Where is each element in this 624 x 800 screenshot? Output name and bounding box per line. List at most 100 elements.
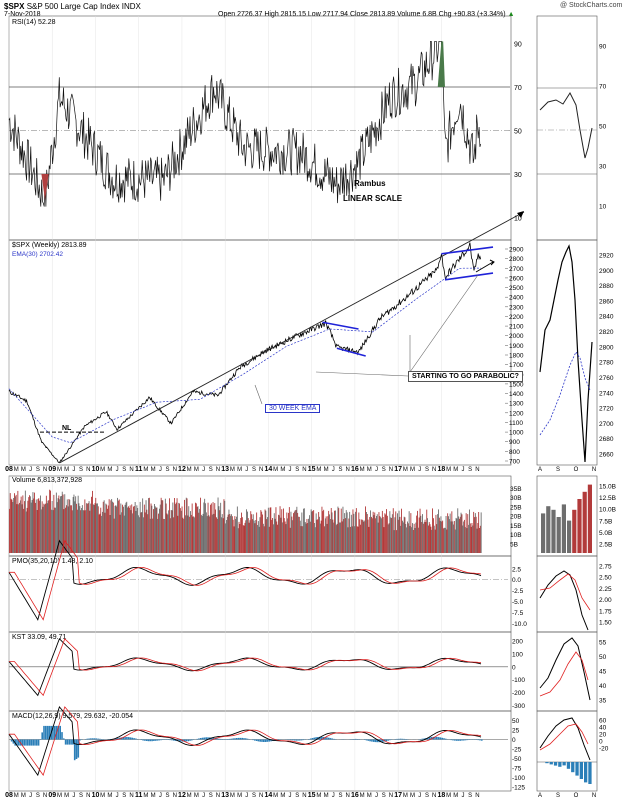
macd-histogram-bar: [237, 737, 240, 740]
volume-bar: [133, 506, 134, 553]
volume-bar: [383, 527, 385, 553]
side-rsi-tick: 70: [599, 84, 607, 91]
volume-bar: [50, 509, 52, 553]
volume-bar: [262, 514, 263, 553]
volume-bar: [479, 528, 480, 553]
volume-bar: [203, 502, 205, 553]
volume-bar: [115, 505, 117, 553]
x-tick-month: N: [346, 467, 350, 473]
volume-bar: [157, 518, 159, 553]
side-rsi-line: [539, 91, 593, 159]
volume-bar: [112, 502, 114, 553]
side-pmo-tick: 2.75: [599, 564, 612, 571]
volume-bar: [443, 527, 445, 553]
volume-bar: [181, 506, 183, 553]
x-tick-month-bottom: M: [194, 793, 199, 799]
volume-bar: [262, 523, 264, 553]
volume-bar: [140, 512, 142, 553]
volume-bar: [130, 510, 132, 553]
volume-bar: [477, 523, 479, 553]
x-tick-month: N: [432, 467, 436, 473]
volume-bar: [322, 511, 324, 553]
x-tick-month: M: [187, 467, 192, 473]
price-tick: 2100: [509, 324, 524, 331]
volume-bar: [398, 510, 400, 553]
symbol: $SPX: [4, 2, 25, 11]
volume-bar: [165, 503, 167, 553]
volume-bar: [139, 501, 141, 553]
macd-histogram-bar: [52, 725, 54, 740]
side-ema-line: [539, 351, 591, 436]
volume-bar: [277, 524, 278, 553]
rsi-tick: 90: [514, 42, 522, 49]
volume-bar: [293, 513, 294, 553]
price-tick: 2700: [509, 266, 524, 273]
volume-bar: [86, 503, 88, 553]
x-tick-month-bottom: J: [159, 793, 162, 799]
macd-tick: -25: [512, 746, 522, 753]
x-tick-month: M: [143, 467, 148, 473]
volume-bar: [21, 504, 23, 553]
volume-bar: [128, 507, 130, 553]
volume-bar: [216, 518, 218, 553]
macd-histogram-bar: [455, 739, 458, 741]
volume-bar: [314, 527, 316, 553]
volume-bar: [429, 524, 431, 553]
volume-bar: [78, 503, 80, 553]
side-macd-tick: 20: [599, 732, 607, 739]
volume-bar: [301, 512, 303, 553]
volume-bar: [200, 514, 202, 553]
x-tick-month: S: [425, 467, 429, 473]
x-tick-month: S: [166, 467, 170, 473]
x-tick-month: S: [36, 467, 40, 473]
x-tick-month: N: [475, 467, 479, 473]
volume-bar: [95, 497, 97, 553]
macd-histogram-bar: [100, 739, 103, 740]
volume-bar: [143, 517, 144, 553]
side-kst-signal: [539, 651, 589, 697]
volume-bar: [318, 512, 320, 553]
x-tick-year: 12: [178, 466, 186, 473]
macd-histogram-bar: [216, 738, 218, 740]
x-tick-month: J: [332, 467, 335, 473]
side-volume-tick: 12.5B: [599, 495, 616, 502]
volume-bar: [71, 505, 72, 553]
x-tick-month: J: [461, 467, 464, 473]
volume-tick: 10B: [510, 532, 522, 539]
x-tick-month: M: [64, 467, 69, 473]
volume-bar: [53, 494, 55, 553]
volume-bar: [187, 515, 189, 553]
volume-bar: [368, 526, 370, 553]
side-x-tick-bottom: N: [592, 793, 596, 799]
volume-bar: [54, 507, 56, 553]
volume-tick: 25B: [510, 504, 522, 511]
volume-bar: [188, 506, 190, 553]
volume-bar: [234, 516, 236, 553]
volume-bar: [38, 498, 40, 553]
volume-bar: [385, 514, 387, 553]
macd-histogram-bar: [201, 737, 204, 740]
volume-bar: [281, 509, 283, 553]
macd-histogram-bar: [481, 739, 483, 741]
x-tick-month-bottom: J: [245, 793, 248, 799]
volume-bar: [450, 521, 452, 553]
volume-bar: [65, 507, 66, 553]
volume-bar: [156, 507, 158, 553]
macd-histogram-bar: [293, 739, 296, 741]
volume-bar: [235, 519, 237, 553]
volume-bar: [457, 508, 459, 553]
volume-bar: [151, 505, 153, 553]
volume-bar: [439, 521, 441, 553]
volume-bar: [298, 516, 300, 553]
volume-bar: [303, 508, 304, 553]
volume-bar: [230, 515, 232, 553]
volume-bar: [401, 508, 402, 553]
ema-title: EMA(30) 2702.42: [12, 251, 63, 258]
volume-bar: [276, 521, 278, 553]
x-tick-month-bottom: J: [375, 793, 378, 799]
volume-bar: [210, 503, 212, 553]
volume-bar: [52, 510, 54, 553]
volume-bar: [251, 514, 253, 553]
volume-bar: [405, 524, 407, 553]
volume-bar: [244, 522, 246, 553]
